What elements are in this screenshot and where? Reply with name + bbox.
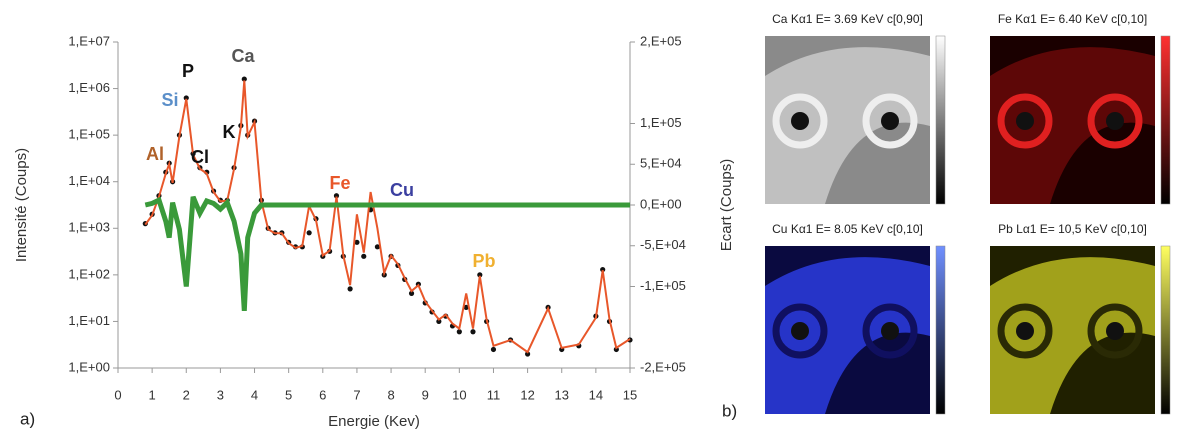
x-tick-label: 15 xyxy=(623,387,637,402)
map-ring xyxy=(862,93,918,149)
y-tick-label: 1,E+00 xyxy=(68,359,110,374)
colorbar xyxy=(935,35,946,205)
x-tick-label: 7 xyxy=(353,387,360,402)
x-tick-label: 1 xyxy=(149,387,156,402)
map-ring xyxy=(1087,93,1143,149)
y-tick-label: 1,E+04 xyxy=(68,173,110,188)
map-title: Pb Lα1 E= 10,5 KeV c[0,10] xyxy=(998,222,1147,236)
map-region xyxy=(765,47,930,204)
peak-label: Cu xyxy=(390,180,414,200)
peak-label: Fe xyxy=(329,173,350,193)
data-point xyxy=(600,266,606,273)
map-hole xyxy=(881,112,899,130)
element-map: Fe Kα1 E= 6.40 KeV c[0,10] xyxy=(990,12,1171,205)
y-axis-label: Intensité (Coups) xyxy=(13,148,30,262)
y2-tick-label: -2,E+05 xyxy=(640,359,686,374)
y2-tick-label: -5,E+04 xyxy=(640,237,686,252)
map-title: Cu Kα1 E= 8.05 KeV c[0,10] xyxy=(772,222,923,236)
data-point xyxy=(361,253,367,259)
map-ring xyxy=(1087,303,1143,359)
data-point xyxy=(306,230,312,236)
x-tick-label: 0 xyxy=(114,387,121,402)
y-tick-label: 1,E+02 xyxy=(68,266,110,281)
map-ring xyxy=(772,303,828,359)
y-tick-label: 1,E+03 xyxy=(68,220,110,235)
peak-label: K xyxy=(223,122,236,142)
peak-label: Al xyxy=(146,144,164,164)
panel-label: a) xyxy=(20,409,35,428)
x-tick-label: 12 xyxy=(520,387,534,402)
x-tick-label: 3 xyxy=(217,387,224,402)
y2-tick-label: 1,E+05 xyxy=(640,115,682,130)
map-hole xyxy=(1106,112,1124,130)
map-ring xyxy=(997,93,1053,149)
data-point xyxy=(456,329,462,335)
x-tick-label: 13 xyxy=(554,387,568,402)
map-ring xyxy=(997,303,1053,359)
map-title: Fe Kα1 E= 6.40 KeV c[0,10] xyxy=(998,12,1147,26)
y-tick-label: 1,E+06 xyxy=(68,80,110,95)
x-tick-label: 9 xyxy=(422,387,429,402)
peak-label: Si xyxy=(161,90,178,110)
map-hole xyxy=(1106,322,1124,340)
map-region xyxy=(990,47,1155,204)
map-hole xyxy=(881,322,899,340)
element-map: Ca Kα1 E= 3.69 KeV c[0,90] xyxy=(765,12,946,205)
y-tick-label: 1,E+07 xyxy=(68,33,110,48)
data-point xyxy=(463,304,469,311)
element-map: Cu Kα1 E= 8.05 KeV c[0,10] xyxy=(765,222,946,415)
x-axis-label: Energie (Kev) xyxy=(328,413,420,430)
x-tick-label: 5 xyxy=(285,387,292,402)
series-line xyxy=(144,195,630,312)
data-point xyxy=(525,351,531,357)
map-hole xyxy=(1016,112,1034,130)
data-point xyxy=(490,346,497,353)
y2-tick-label: -1,E+05 xyxy=(640,278,686,293)
map-region xyxy=(990,257,1155,414)
y2-tick-label: 5,E+04 xyxy=(640,156,682,171)
map-ring xyxy=(862,303,918,359)
x-tick-label: 10 xyxy=(452,387,466,402)
map-hole xyxy=(791,112,809,130)
data-point xyxy=(183,95,189,101)
data-point xyxy=(436,318,442,325)
map-hole xyxy=(1016,322,1034,340)
peak-label: Cl xyxy=(191,147,209,167)
x-tick-label: 8 xyxy=(387,387,394,402)
map-region xyxy=(765,257,930,414)
map-ring xyxy=(772,93,828,149)
peak-label: Ca xyxy=(231,46,255,66)
element-map: Pb Lα1 E= 10,5 KeV c[0,10] xyxy=(990,222,1171,415)
x-tick-label: 2 xyxy=(183,387,190,402)
data-point xyxy=(374,244,381,250)
y-tick-label: 1,E+01 xyxy=(68,313,110,328)
data-point xyxy=(354,239,360,245)
map-title: Ca Kα1 E= 3.69 KeV c[0,90] xyxy=(772,12,923,26)
series-line xyxy=(144,80,631,354)
map-hole xyxy=(791,322,809,340)
data-point xyxy=(333,193,340,199)
data-point xyxy=(241,76,247,82)
data-point xyxy=(477,272,483,278)
colorbar xyxy=(1160,245,1171,415)
panel-label: b) xyxy=(722,401,737,420)
x-tick-label: 14 xyxy=(589,387,603,402)
y2-axis-label: Ecart (Coups) xyxy=(718,159,735,252)
y2-tick-label: 0,E+00 xyxy=(640,196,682,211)
x-tick-label: 11 xyxy=(487,387,501,402)
x-tick-label: 6 xyxy=(319,387,326,402)
colorbar xyxy=(1160,35,1171,205)
x-tick-label: 4 xyxy=(251,387,258,402)
data-point xyxy=(470,329,476,335)
data-point xyxy=(408,290,415,296)
peak-label: P xyxy=(182,61,194,81)
colorbar xyxy=(935,245,946,415)
y2-tick-label: 2,E+05 xyxy=(640,33,682,48)
peak-label: Pb xyxy=(472,251,495,271)
data-point xyxy=(347,286,353,292)
y-tick-label: 1,E+05 xyxy=(68,127,110,142)
